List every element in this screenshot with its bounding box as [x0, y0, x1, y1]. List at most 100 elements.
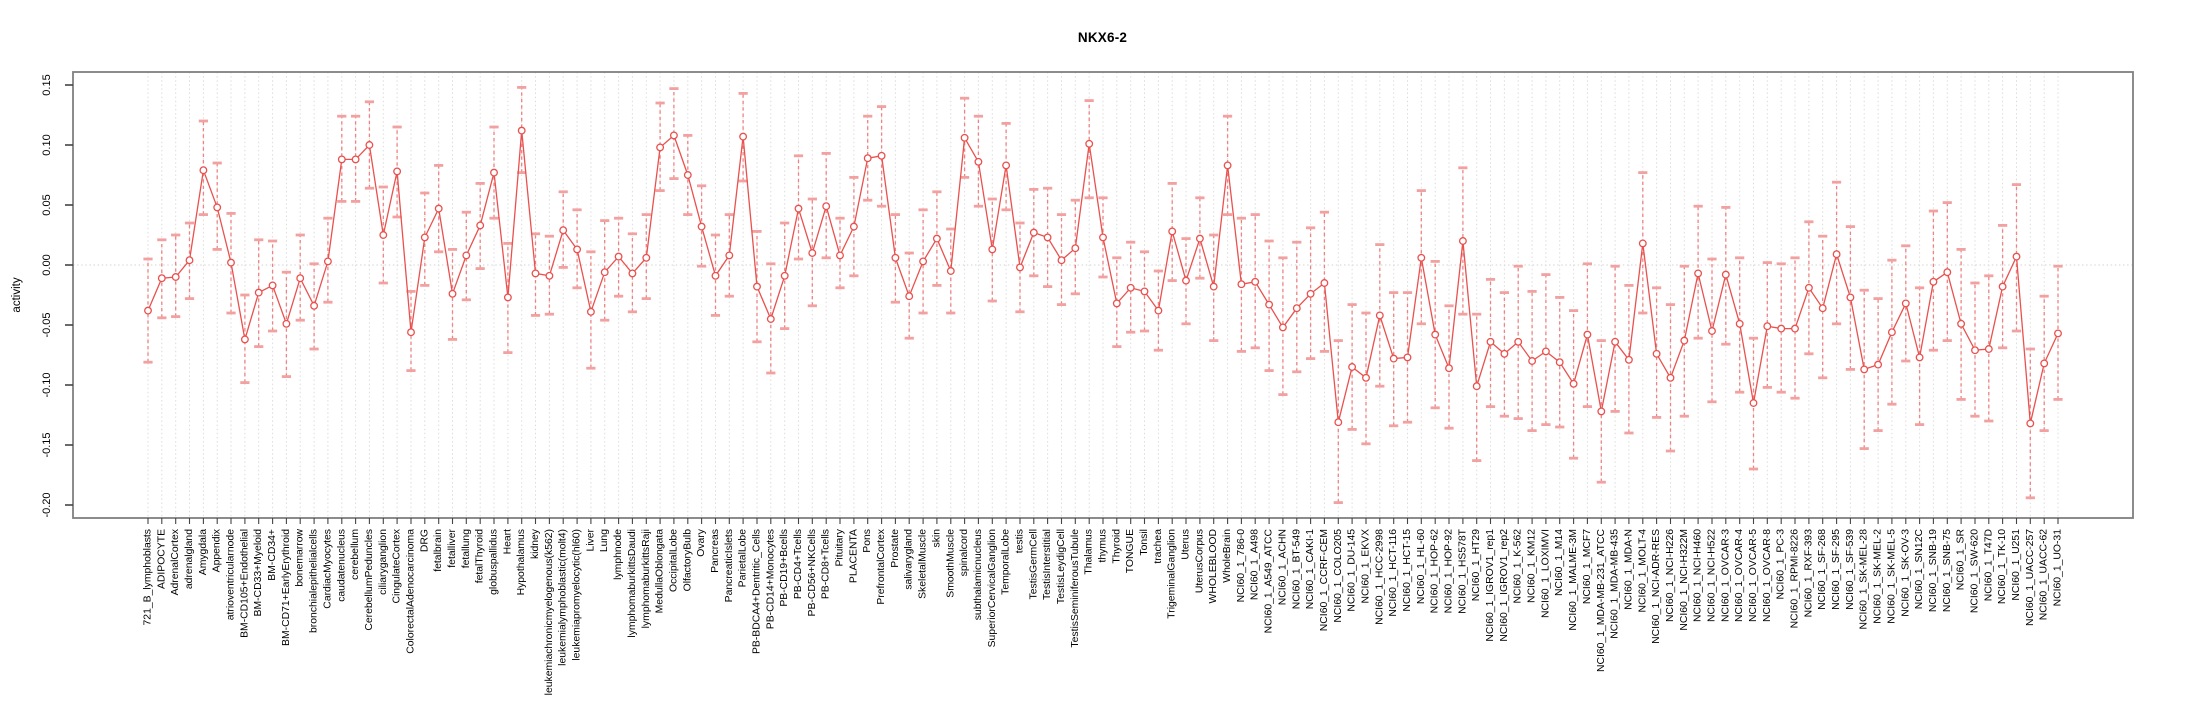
data-point — [268, 281, 277, 290]
data-point — [573, 245, 582, 254]
data-point — [1528, 357, 1537, 365]
x-tick-label: OlfactoryBulb — [682, 529, 693, 592]
data-point — [517, 126, 526, 135]
data-point — [1652, 349, 1661, 358]
x-tick-label: ciliaryganglion — [378, 529, 389, 595]
data-point — [1832, 250, 1841, 259]
data-point — [974, 157, 983, 166]
x-tick-label: NCI60_1_UACC-257 — [2025, 529, 2036, 626]
x-tick-label: kidney — [530, 528, 541, 559]
x-tick-label: NCI60_1_TK-10 — [1997, 529, 2008, 604]
data-point — [1818, 304, 1827, 313]
x-tick-label: WholeBrain — [1222, 529, 1233, 583]
data-point — [1721, 270, 1730, 279]
x-tick-label: Tonsil — [1139, 529, 1150, 556]
data-point — [1182, 276, 1190, 285]
data-point — [1749, 399, 1758, 407]
data-point — [337, 155, 346, 164]
x-tick-label: NCI60_1_SF-539 — [1845, 529, 1856, 610]
x-tick-label: NCI60_1_UACC-62 — [2039, 529, 2050, 620]
x-tick-label: TemporalLobe — [1001, 529, 1012, 595]
data-point — [1901, 299, 1910, 308]
chart-title: NKX6-2 — [1077, 30, 1128, 45]
data-point — [669, 131, 678, 140]
data-point — [1223, 161, 1232, 170]
x-tick-label: NCI60_1_BT-549 — [1291, 529, 1302, 610]
x-tick-label: Uterus — [1181, 529, 1192, 560]
x-tick-label: lymphomaburkittsDaudi — [627, 529, 638, 638]
data-point — [199, 166, 208, 175]
x-tick-label: CingulateCortex — [392, 528, 403, 603]
x-tick-label: NCI60_1_SF-295 — [1831, 529, 1842, 610]
data-point — [1320, 279, 1329, 287]
x-tick-label: Thyroid — [1111, 529, 1122, 564]
data-point — [448, 289, 457, 298]
data-point — [1929, 277, 1938, 286]
data-point — [905, 292, 914, 301]
data-point — [586, 307, 595, 316]
y-tick-label: 0.10 — [41, 134, 53, 155]
x-tick-label: NCI60_1_SK-MEL-28 — [1859, 529, 1870, 630]
x-tick-label: NCI60_1_A549_ATCC — [1264, 529, 1275, 634]
x-tick-label: leukemiachronicmyelogenous(k562) — [544, 529, 555, 695]
data-point — [766, 315, 775, 323]
x-tick-label: skin — [931, 529, 942, 548]
data-point — [1057, 256, 1066, 265]
x-tick-label: PB-CD19+Bcells — [779, 529, 790, 607]
x-tick-label: NCI60_1_MALME-3M — [1568, 529, 1579, 631]
x-tick-label: caudatenucleus — [336, 529, 347, 602]
x-tick-label: NCI60_1_KM12 — [1527, 529, 1538, 603]
x-tick-label: NCI60_1_SK-OV-3 — [1900, 529, 1911, 617]
data-point — [600, 268, 609, 277]
x-tick-label: BM-CD105+Endothelial — [239, 529, 250, 638]
data-point — [144, 306, 152, 315]
x-tick-label: NCI60_1_MDA-MB-231_ATCC — [1596, 529, 1607, 673]
data-point — [1943, 268, 1952, 277]
data-point — [407, 328, 415, 337]
data-point — [1016, 263, 1024, 272]
data-point — [1472, 382, 1481, 391]
data-point — [1486, 337, 1495, 346]
data-point — [1624, 355, 1633, 364]
x-tick-label: NCI60_1_NCI-H460 — [1693, 529, 1704, 622]
data-point — [1348, 363, 1357, 371]
data-point — [1362, 373, 1370, 382]
x-tick-label: Heart — [502, 529, 513, 555]
x-tick-label: NCI60_1_A498 — [1250, 529, 1261, 600]
data-point — [1763, 322, 1772, 331]
x-tick-label: NCI60_1_U251 — [2011, 529, 2022, 601]
x-tick-label: Thalamus — [1084, 529, 1095, 575]
data-point — [1029, 228, 1038, 237]
x-tick-label: NCI60_1_PC-3 — [1776, 529, 1787, 600]
data-point — [808, 249, 817, 257]
data-point — [1071, 244, 1080, 253]
y-tick-label: 0.15 — [41, 74, 53, 95]
x-tick-label: NCI60_1_SR — [1956, 529, 1967, 591]
data-point — [1638, 239, 1647, 248]
data-point — [1569, 379, 1578, 388]
data-point — [1403, 353, 1412, 362]
x-tick-label: PB-CD4+Tcells — [793, 529, 804, 599]
data-point — [753, 282, 761, 291]
data-point — [2054, 329, 2062, 338]
x-tick-label: SkeletalMuscle — [918, 529, 929, 599]
x-tick-label: PB-CD8+Tcells — [821, 529, 832, 599]
data-point — [559, 226, 568, 235]
data-point — [1583, 330, 1592, 339]
data-point — [1431, 330, 1440, 339]
data-point — [1846, 293, 1855, 302]
data-point — [2040, 359, 2049, 368]
data-point — [185, 256, 194, 265]
x-tick-label: NCI60_1_SF-268 — [1817, 529, 1828, 610]
data-point — [642, 253, 651, 262]
data-point — [739, 132, 748, 141]
data-point — [1694, 269, 1703, 278]
data-point — [1555, 358, 1564, 367]
x-tick-label: NCI60_1_RXF-393 — [1803, 529, 1814, 618]
x-tick-label: NCI60_1_HOP-92 — [1444, 529, 1455, 614]
data-point — [1043, 233, 1052, 242]
data-point — [988, 245, 997, 254]
data-point — [946, 267, 955, 275]
